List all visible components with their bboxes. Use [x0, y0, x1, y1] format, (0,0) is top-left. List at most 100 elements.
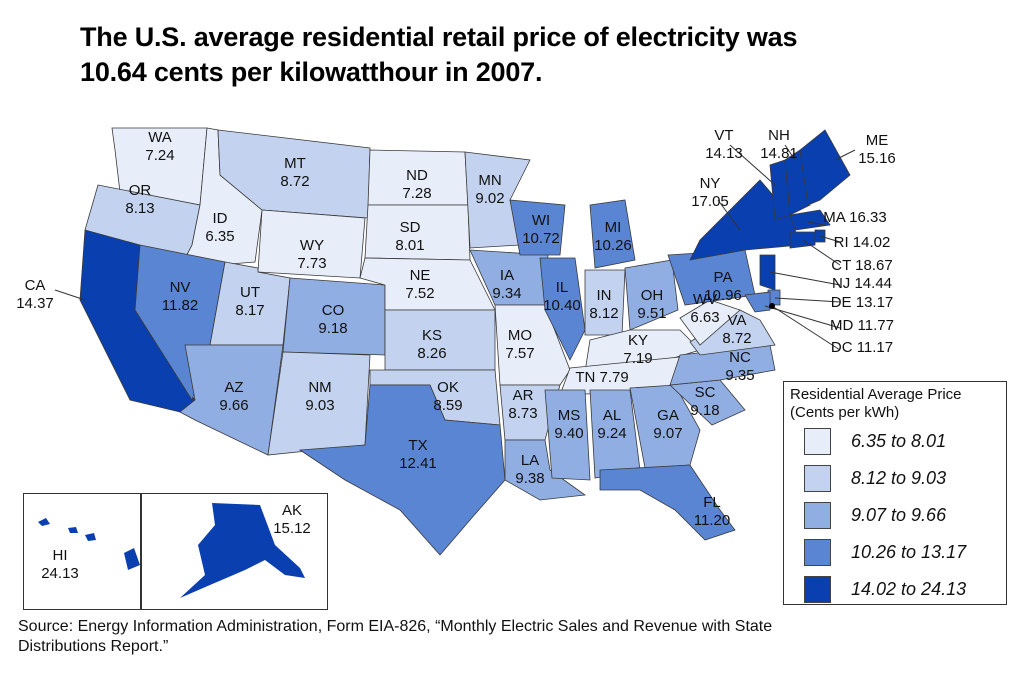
state-hi [68, 527, 78, 533]
state-label-wv: WV 6.63 [690, 291, 719, 326]
state-hi [124, 548, 140, 570]
state-wv [679, 299, 741, 346]
state-label-md: MD 11.77 [830, 317, 894, 334]
state-label-nm: NM 9.03 [305, 379, 334, 414]
state-label-la: LA 9.38 [515, 452, 544, 487]
source-line-2: Distributions Report.” [18, 638, 169, 655]
state-label-il: IL 10.40 [543, 279, 581, 314]
leader-line-me [834, 149, 856, 161]
state-label-oh: OH 9.51 [637, 287, 666, 322]
state-me [799, 129, 851, 206]
state-label-id: ID 6.35 [205, 210, 234, 245]
leader-line-ma [807, 221, 826, 226]
state-label-de: DE 13.17 [831, 294, 894, 311]
legend-title: Residential Average Price (Cents per kWh… [790, 386, 962, 422]
state-label-nd: ND 7.28 [402, 167, 431, 202]
leader-line-ri [819, 235, 841, 243]
state-ga [629, 384, 701, 469]
source-note: Source: Energy Information Administratio… [18, 617, 772, 657]
legend-item: 9.07 to 9.66 [804, 501, 946, 529]
state-fl [599, 464, 736, 541]
state-il [539, 257, 586, 361]
state-label-ny: NY 17.05 [691, 175, 729, 210]
state-label-co: CO 9.18 [318, 302, 347, 337]
state-label-ak: AK 15.12 [273, 502, 311, 537]
state-label-mt: MT 8.72 [280, 155, 309, 190]
state-label-nv: NV 11.82 [162, 279, 198, 314]
dc-marker [769, 303, 775, 309]
state-az [179, 344, 284, 456]
state-label-wy: WY 7.73 [297, 237, 326, 272]
state-label-hi: HI 24.13 [41, 547, 79, 582]
state-label-ma: MA 16.33 [823, 209, 886, 226]
state-label-ca: CA 14.37 [16, 277, 54, 312]
state-tx [298, 384, 506, 556]
state-la [504, 439, 587, 501]
leader-line-vt [729, 144, 776, 186]
leader-line-ca [54, 289, 86, 301]
legend-label: 6.35 to 8.01 [851, 430, 947, 451]
state-label-nj: NJ 14.44 [832, 275, 892, 292]
state-nh [784, 149, 811, 216]
state-oh [624, 259, 679, 331]
state-label-al: AL 9.24 [597, 407, 626, 442]
leader-line-de [774, 297, 841, 303]
leader-line-nj [769, 271, 841, 286]
leader-line-dc [771, 305, 841, 351]
legend-swatch [804, 575, 831, 603]
state-label-or: OR 8.13 [125, 182, 154, 217]
legend-label: 10.26 to 13.17 [851, 541, 967, 562]
state-label-az: AZ 9.66 [219, 379, 248, 414]
state-label-va: VA 8.72 [722, 312, 751, 347]
state-label-mi: MI 10.26 [594, 219, 632, 254]
leader-line-nh [784, 144, 796, 161]
state-label-ks: KS 8.26 [417, 327, 446, 362]
state-label-ct: CT 18.67 [831, 257, 892, 274]
state-label-in: IN 8.12 [589, 287, 618, 322]
leader-line-ct [802, 239, 841, 266]
state-label-sd: SD 8.01 [395, 219, 424, 254]
map-title: The U.S. average residential retail pric… [80, 20, 798, 90]
legend: Residential Average Price (Cents per kWh… [783, 381, 1007, 605]
title-line-1: The U.S. average residential retail pric… [80, 22, 798, 52]
legend-title-line-1: Residential Average Price [790, 386, 962, 403]
state-label-vt: VT 14.13 [705, 127, 743, 162]
state-label-ar: AR 8.73 [508, 387, 537, 422]
ak-hi-inset [23, 493, 328, 610]
legend-item: 14.02 to 24.13 [804, 575, 966, 603]
source-line-1: Source: Energy Information Administratio… [18, 618, 773, 635]
legend-item: 8.12 to 9.03 [804, 464, 946, 492]
state-label-fl: FL 11.20 [694, 494, 730, 529]
state-label-tn: TN 7.79 [575, 369, 628, 386]
state-ma [789, 209, 831, 231]
state-label-sc: SC 9.18 [690, 384, 719, 419]
state-label-dc: DC 11.17 [831, 339, 893, 356]
state-label-wi: WI 10.72 [522, 212, 560, 247]
legend-swatch [804, 501, 831, 529]
state-label-ri: RI 14.02 [834, 234, 891, 251]
state-wi [509, 199, 566, 256]
state-label-ia: IA 9.34 [492, 267, 521, 302]
title-line-2: 10.64 cents per kilowatthour in 2007. [80, 57, 543, 87]
legend-swatch [804, 427, 831, 455]
legend-label: 9.07 to 9.66 [851, 504, 947, 525]
state-label-tx: TX 12.41 [399, 437, 437, 472]
state-label-ga: GA 9.07 [653, 407, 682, 442]
legend-item: 6.35 to 8.01 [804, 427, 946, 455]
leader-line-ny [717, 199, 741, 231]
state-mi [589, 199, 636, 269]
state-label-mo: MO 7.57 [505, 327, 534, 362]
state-label-me: ME 15.16 [858, 132, 896, 167]
state-label-ne: NE 7.52 [405, 267, 434, 302]
state-hi [85, 533, 96, 541]
state-label-ms: MS 9.40 [554, 407, 583, 442]
legend-title-line-2: (Cents per kWh) [790, 404, 900, 421]
state-label-wa: WA 7.24 [145, 129, 174, 164]
state-ak [180, 503, 305, 598]
state-ms [544, 389, 591, 481]
state-label-ut: UT 8.17 [235, 284, 264, 319]
state-mo [494, 304, 571, 386]
legend-swatch [804, 464, 831, 492]
state-hi [38, 518, 50, 526]
